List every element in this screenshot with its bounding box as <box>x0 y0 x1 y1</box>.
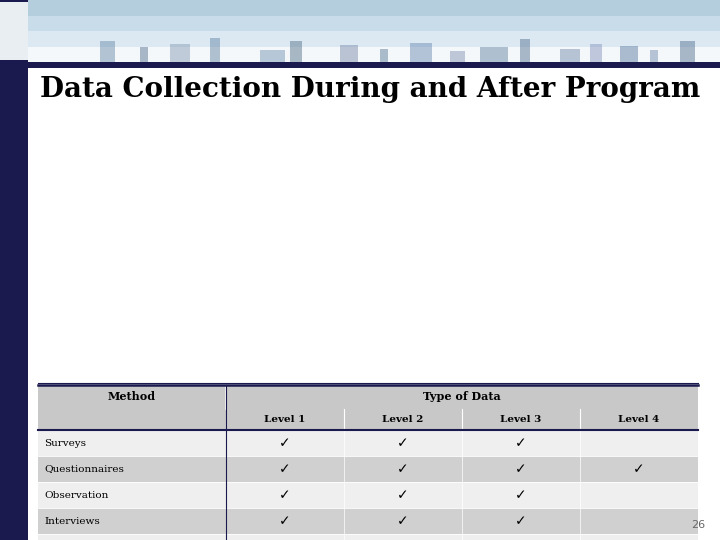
Bar <box>38 534 698 540</box>
Bar <box>28 46 720 62</box>
Bar <box>38 456 698 482</box>
Bar <box>38 409 226 430</box>
Text: ✓: ✓ <box>397 462 409 476</box>
Text: Level 4: Level 4 <box>618 415 660 424</box>
Text: Data Collection During and After Program: Data Collection During and After Program <box>40 76 701 103</box>
Text: ✓: ✓ <box>279 488 291 502</box>
Text: 26: 26 <box>691 520 705 530</box>
Bar <box>140 47 148 62</box>
Text: ✓: ✓ <box>516 462 527 476</box>
Bar <box>580 409 698 430</box>
Bar <box>0 62 720 68</box>
Bar <box>226 409 344 430</box>
Text: ✓: ✓ <box>397 488 409 502</box>
Bar <box>560 49 580 62</box>
Bar <box>38 508 698 534</box>
Bar <box>620 46 638 62</box>
Text: Surveys: Surveys <box>44 438 86 448</box>
Text: ✓: ✓ <box>516 514 527 528</box>
Bar <box>260 50 285 62</box>
Bar <box>520 39 530 62</box>
Text: Interviews: Interviews <box>44 516 100 525</box>
Bar <box>290 41 302 62</box>
Text: Level 1: Level 1 <box>264 415 306 424</box>
Text: Questionnaires: Questionnaires <box>44 464 124 474</box>
Text: ✓: ✓ <box>279 436 291 450</box>
Text: ✓: ✓ <box>633 462 645 476</box>
Bar <box>0 0 28 540</box>
Bar <box>590 44 602 62</box>
Bar <box>650 50 658 62</box>
Bar <box>170 44 190 62</box>
Bar <box>344 409 462 430</box>
Bar <box>450 51 465 62</box>
Bar <box>28 31 720 46</box>
Text: Type of Data: Type of Data <box>423 392 501 402</box>
Text: ✓: ✓ <box>279 514 291 528</box>
Bar <box>28 16 720 31</box>
Text: Observation: Observation <box>44 490 109 500</box>
Bar <box>0 2 28 60</box>
Bar <box>38 430 698 456</box>
Text: Method: Method <box>108 392 156 402</box>
Bar <box>210 38 220 62</box>
Bar <box>100 41 115 62</box>
Bar <box>480 47 508 62</box>
Bar <box>410 43 432 62</box>
Text: ✓: ✓ <box>397 514 409 528</box>
Bar <box>38 385 226 409</box>
Text: Level 3: Level 3 <box>500 415 541 424</box>
Text: ✓: ✓ <box>279 462 291 476</box>
Bar <box>38 482 698 508</box>
Text: Level 2: Level 2 <box>382 415 424 424</box>
Bar <box>462 409 580 430</box>
Text: ✓: ✓ <box>516 488 527 502</box>
Bar <box>380 49 388 62</box>
Bar <box>680 41 695 62</box>
Bar <box>28 0 720 16</box>
Text: ✓: ✓ <box>516 436 527 450</box>
Bar <box>226 385 698 409</box>
Text: ✓: ✓ <box>397 436 409 450</box>
Bar <box>340 45 358 62</box>
